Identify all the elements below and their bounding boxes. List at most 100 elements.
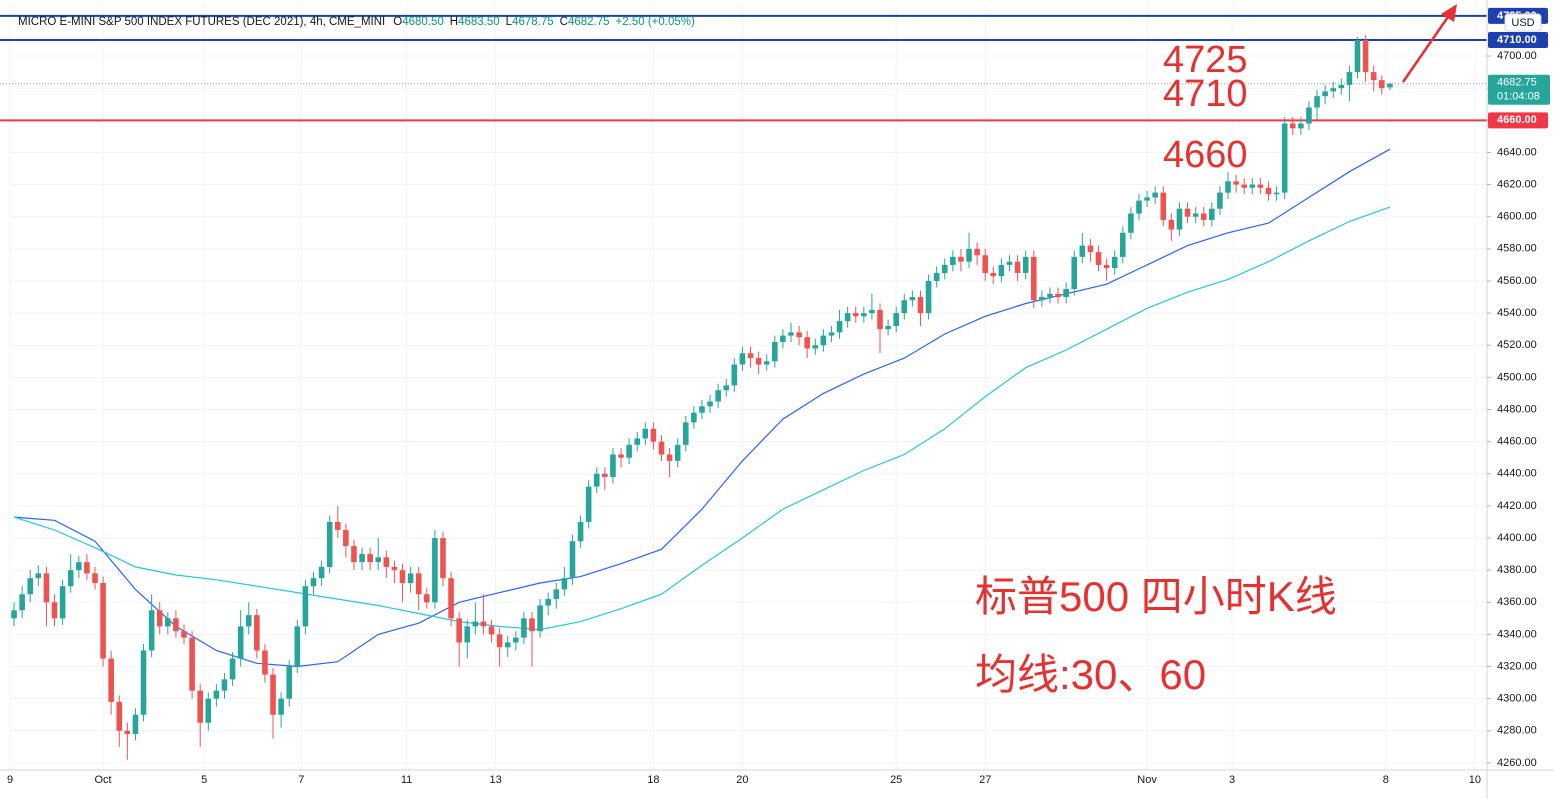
candle-body — [909, 297, 916, 301]
candle-body — [440, 538, 446, 579]
candle-body — [456, 618, 462, 643]
candle-body — [772, 342, 778, 362]
candle-body — [140, 650, 147, 715]
candle-body — [156, 610, 163, 627]
candle-body — [1249, 184, 1256, 188]
candle-body — [294, 626, 301, 667]
candle-body — [642, 428, 649, 439]
candle-body — [885, 325, 891, 330]
candle-body — [1209, 208, 1215, 220]
currency: USD — [1511, 17, 1534, 29]
candle-body — [1079, 245, 1086, 257]
candle-body — [796, 332, 802, 338]
candle-body — [92, 573, 98, 583]
ohlc-value: 4683.50 — [458, 16, 500, 28]
annotation: 均线:30、60 — [975, 651, 1206, 698]
candle-body — [1192, 213, 1199, 217]
candle-body — [27, 578, 34, 595]
candle-body — [780, 335, 786, 343]
candle-body — [691, 412, 697, 423]
candle-body — [545, 599, 551, 606]
candle-body — [982, 255, 989, 273]
candle-body — [108, 658, 114, 702]
candle-body — [488, 626, 495, 635]
moving-average — [13, 206, 1391, 631]
y-tick-label: 4400.00 — [1497, 532, 1537, 544]
candle-body — [124, 730, 131, 735]
candle-body — [513, 637, 519, 643]
ohlc-value: 4682.75 — [568, 16, 610, 28]
candle-body — [950, 256, 956, 265]
candle-body — [1014, 261, 1021, 273]
y-tick-label: 4380.00 — [1497, 564, 1537, 576]
y-tick-label: 4460.00 — [1497, 436, 1537, 448]
candle-body — [270, 674, 276, 715]
candle-body — [197, 690, 203, 723]
ohlc-value: 4678.75 — [512, 16, 554, 28]
candle-body — [731, 364, 738, 386]
candle-body — [262, 650, 268, 675]
candle-body — [1168, 219, 1175, 230]
candle-body — [618, 454, 624, 458]
candle-body — [415, 573, 422, 595]
y-tick-label: 4300.00 — [1497, 693, 1537, 705]
level-label: 4660.00 — [1497, 114, 1537, 126]
y-tick-label: 4580.00 — [1497, 243, 1537, 255]
y-tick-label: 4440.00 — [1497, 468, 1537, 480]
last-price-box — [1488, 74, 1550, 105]
candle-body — [610, 454, 616, 477]
candle-body — [189, 637, 195, 691]
candle-body — [707, 401, 713, 407]
x-tick-label: 27 — [979, 774, 991, 786]
last-price-label: 4682.75 — [1497, 77, 1537, 89]
candle-body — [966, 248, 972, 262]
candle-body — [245, 615, 252, 627]
candle-body — [254, 615, 260, 651]
candle-body — [1095, 252, 1102, 265]
candle-body — [1030, 256, 1037, 301]
candle-body — [35, 573, 42, 579]
candle-body — [990, 272, 997, 277]
annotation: 4660 — [1163, 134, 1248, 176]
y-tick-label: 4340.00 — [1497, 628, 1537, 640]
candle-body — [917, 297, 924, 314]
candle-body — [1378, 80, 1385, 89]
ohlc-label: O — [393, 16, 402, 28]
x-tick-label: 11 — [401, 774, 412, 786]
x-tick-label: 20 — [736, 774, 748, 786]
candle-body — [480, 621, 487, 627]
y-tick-label: 4620.00 — [1497, 178, 1537, 190]
candle-body — [318, 566, 325, 579]
candle-body — [1087, 245, 1094, 253]
candle-body — [51, 602, 58, 619]
candle-body — [1055, 293, 1061, 298]
candle-body — [1265, 187, 1272, 195]
candle-body — [43, 573, 50, 603]
symbol: MICRO E-MINI S&P 500 INDEX FUTURES (DEC … — [18, 16, 385, 28]
y-tick-label: 4700.00 — [1497, 50, 1537, 62]
candle-body — [877, 309, 883, 330]
x-tick-label: 18 — [647, 774, 659, 786]
x-tick-label: 13 — [489, 774, 501, 786]
candle-body — [869, 309, 875, 314]
grid — [9, 4, 1487, 770]
candle-body — [504, 642, 511, 648]
candle-body — [585, 486, 592, 522]
candle-body — [181, 631, 187, 638]
candle-body — [593, 473, 600, 487]
candle-body — [399, 570, 406, 583]
candle-body — [464, 626, 471, 643]
candle-body — [820, 335, 827, 346]
candle-body — [1160, 192, 1167, 220]
candle-body — [1346, 72, 1353, 85]
candle-body — [75, 562, 82, 571]
candle-body — [998, 264, 1005, 277]
candle-body — [739, 353, 746, 365]
candle-body — [423, 594, 430, 603]
candle-body — [173, 618, 179, 632]
drawn-arrow — [1401, 4, 1457, 83]
candle-body — [1120, 232, 1126, 257]
candle-body — [666, 454, 673, 461]
candle-body — [715, 390, 721, 402]
